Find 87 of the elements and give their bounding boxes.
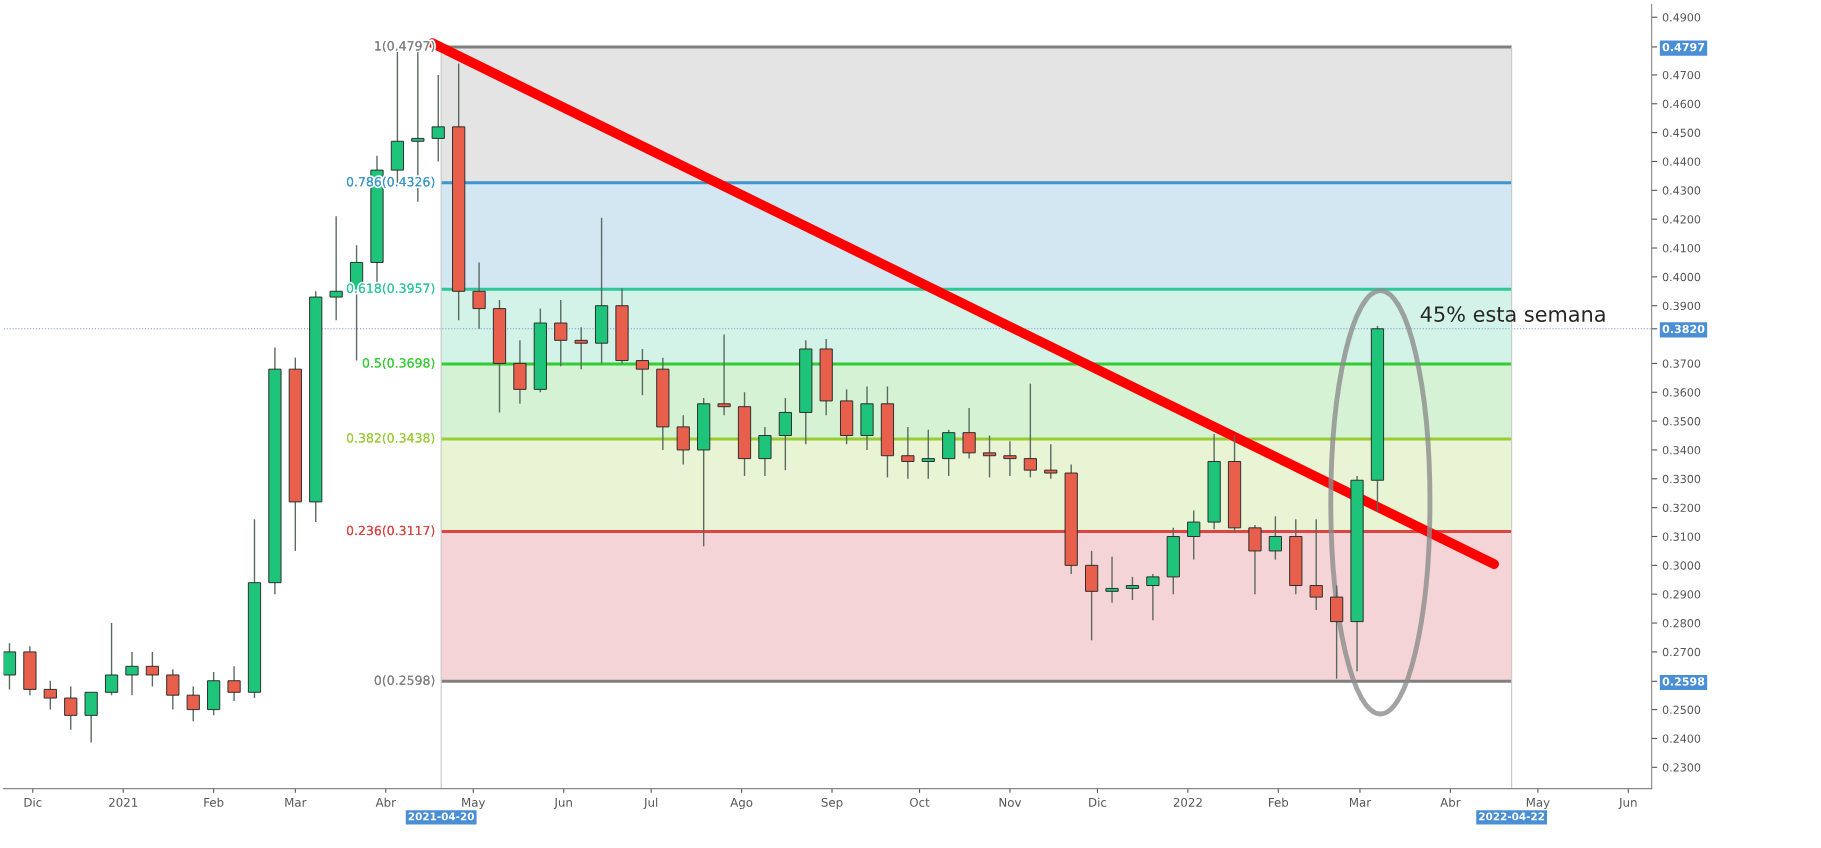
y-tick-label: 0.3500	[1662, 417, 1701, 426]
candlestick	[104, 622, 119, 696]
candlestick	[778, 397, 792, 471]
candlestick	[431, 74, 445, 163]
y-tick-label: 0.3000	[1662, 561, 1701, 570]
x-tick-label: Jun	[553, 798, 572, 809]
x-tick-label: May	[462, 798, 486, 810]
candlestick	[1268, 515, 1282, 561]
candlestick	[1003, 440, 1017, 477]
x-tick-label: Feb	[1269, 797, 1289, 807]
candlestick	[472, 261, 486, 330]
candlestick	[921, 429, 935, 480]
x-tick-label: Jul	[643, 797, 658, 809]
candlestick	[1125, 576, 1140, 601]
y-tick-label: 0.4797	[1662, 42, 1705, 52]
y-tick-label: 0.2800	[1662, 619, 1701, 628]
x-tick-label: May	[1526, 798, 1550, 810]
candlestick	[1146, 573, 1160, 621]
candlestick	[901, 426, 915, 480]
candlestick	[676, 414, 690, 466]
annotation: 45% esta semana	[1420, 306, 1605, 322]
candlestick	[3, 642, 17, 691]
candlestick	[962, 407, 976, 460]
candlestick	[166, 668, 180, 711]
x-tick-label: 2022	[1173, 797, 1202, 807]
candlestick	[982, 434, 997, 479]
candlestick	[125, 651, 139, 696]
candlestick	[84, 691, 98, 744]
x-tick-label: Abr	[1440, 797, 1461, 807]
y-tick-label: 0.2400	[1662, 734, 1701, 743]
x-tick-label: Mar	[285, 798, 307, 807]
y-tick-label: 0.3600	[1662, 388, 1701, 397]
candlestick	[186, 685, 200, 722]
candlestick	[329, 215, 343, 321]
x-tick-label: 2021	[109, 797, 138, 807]
candlestick	[1105, 556, 1119, 604]
ref-line-label: 0(0.2598)	[374, 675, 435, 687]
ref-line-label: 0.382(0.3438)	[346, 432, 435, 445]
y-tick-label: 0.2500	[1662, 705, 1701, 714]
y-tick-label: 0.3900	[1662, 301, 1701, 311]
candlestick	[1309, 518, 1323, 611]
candlestick	[1023, 382, 1037, 479]
y-tick-label: 0.4900	[1662, 13, 1701, 22]
y-tick-label: 0.2700	[1662, 647, 1701, 657]
ref-line-label: 0.5(0.3698)	[362, 357, 435, 370]
x-tick-label: Jun	[1618, 798, 1637, 809]
y-tick-label: 0.3700	[1662, 359, 1701, 368]
y-tick-label: 0.4400	[1662, 157, 1701, 166]
ref-line-label: 2022-04-22	[1479, 812, 1545, 821]
candlestick	[635, 348, 650, 396]
candlestick	[1248, 524, 1262, 595]
y-tick-label: 0.4100	[1662, 243, 1701, 253]
x-tick-label: Dic	[24, 797, 42, 807]
x-tick-label: Feb	[204, 797, 224, 807]
y-tick-label: 0.3100	[1662, 532, 1701, 541]
y-tick-label: 0.2900	[1662, 590, 1701, 599]
candlestick	[43, 680, 57, 711]
candlestick	[64, 685, 78, 731]
x-tick-label: Mar	[1349, 798, 1372, 807]
candlestick	[717, 333, 731, 417]
candlestick	[758, 426, 772, 477]
x-tick-label: Ago	[730, 798, 753, 810]
candlestick	[574, 326, 588, 370]
y-tick-label: 0.4700	[1662, 70, 1701, 80]
x-tick-label: Abr	[375, 797, 396, 807]
ref-line-label: 0.236(0.3117)	[346, 525, 435, 537]
y-tick-label: 0.2598	[1662, 677, 1705, 686]
y-tick-label: 0.3400	[1662, 445, 1701, 455]
candlestick	[145, 651, 160, 688]
x-tick-label: Sep	[821, 797, 843, 810]
y-tick-label: 0.3820	[1662, 324, 1705, 334]
y-tick-label: 0.2300	[1662, 763, 1701, 772]
x-tick-label: Dic	[1089, 797, 1107, 807]
candlestick	[554, 299, 568, 367]
candlestick	[227, 665, 241, 702]
candlestick	[1187, 509, 1201, 561]
ref-line-label: 2021-04-20	[408, 812, 474, 821]
y-tick-label: 0.3200	[1662, 503, 1701, 513]
x-tick-label: Nov	[999, 798, 1022, 807]
y-tick-label: 0.4600	[1662, 99, 1701, 109]
y-tick-label: 0.3300	[1662, 474, 1701, 484]
x-tick-label: Oct	[909, 797, 930, 807]
y-tick-label: 0.4300	[1662, 186, 1701, 195]
y-tick-label: 0.4000	[1662, 272, 1701, 282]
candlestick	[1044, 443, 1058, 480]
y-tick-label: 0.4200	[1662, 215, 1701, 224]
y-tick-label: 0.4500	[1662, 128, 1701, 137]
